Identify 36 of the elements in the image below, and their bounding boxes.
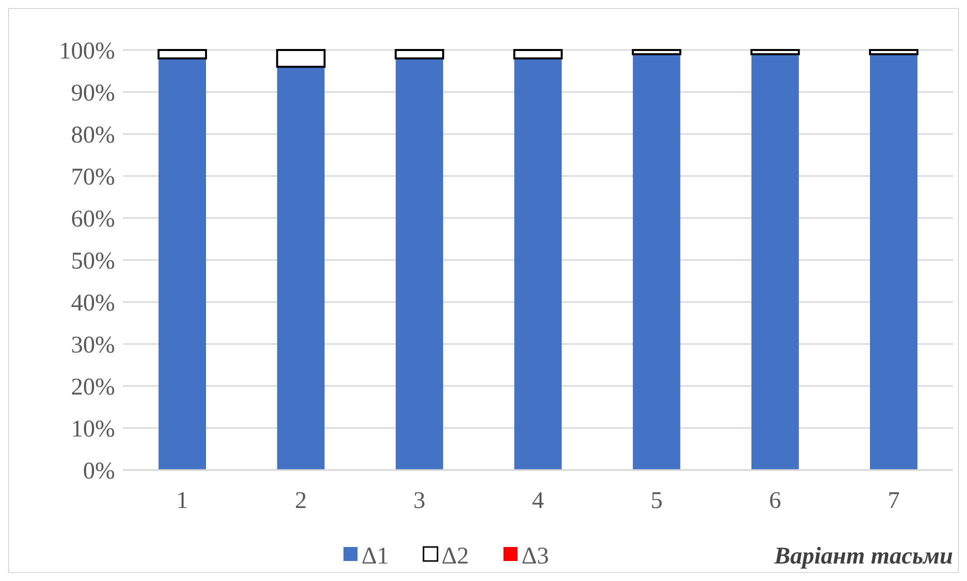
y-tick-label: 50% xyxy=(71,248,115,274)
y-tick-label: 40% xyxy=(71,290,115,316)
x-tick-label: 6 xyxy=(769,488,782,514)
x-tick-label: 7 xyxy=(888,488,900,514)
legend-label: Δ1 xyxy=(362,543,389,570)
bar xyxy=(276,49,326,68)
x-tick-label: 2 xyxy=(294,488,307,514)
x-tick-label: 3 xyxy=(413,488,426,514)
bar xyxy=(158,58,206,470)
x-tick-label: 1 xyxy=(176,488,188,514)
legend-label: Δ3 xyxy=(522,543,549,570)
legend-label: Δ2 xyxy=(442,543,469,570)
bar xyxy=(277,66,325,470)
y-tick-label: 60% xyxy=(71,206,115,232)
y-tick-label: 0% xyxy=(83,458,115,484)
y-tick-label: 70% xyxy=(71,164,115,190)
bar xyxy=(632,49,682,56)
y-tick-label: 20% xyxy=(71,374,115,400)
bar xyxy=(632,54,680,470)
bar xyxy=(396,58,444,470)
bar xyxy=(394,49,444,60)
y-tick-label: 80% xyxy=(71,122,115,148)
y-tick-label: 100% xyxy=(59,38,115,64)
x-tick-label: 4 xyxy=(532,488,544,514)
bar xyxy=(158,49,207,60)
bar xyxy=(513,49,563,60)
x-axis-title: Варіант тасьми xyxy=(773,543,953,570)
bar xyxy=(751,54,799,470)
y-tick-label: 90% xyxy=(71,80,115,106)
bar xyxy=(869,49,918,56)
bar xyxy=(750,49,800,56)
bar xyxy=(870,54,918,470)
x-tick-label: 5 xyxy=(650,488,663,514)
y-tick-label: 10% xyxy=(71,416,115,442)
y-tick-label: 30% xyxy=(71,332,115,358)
bar xyxy=(514,58,562,470)
